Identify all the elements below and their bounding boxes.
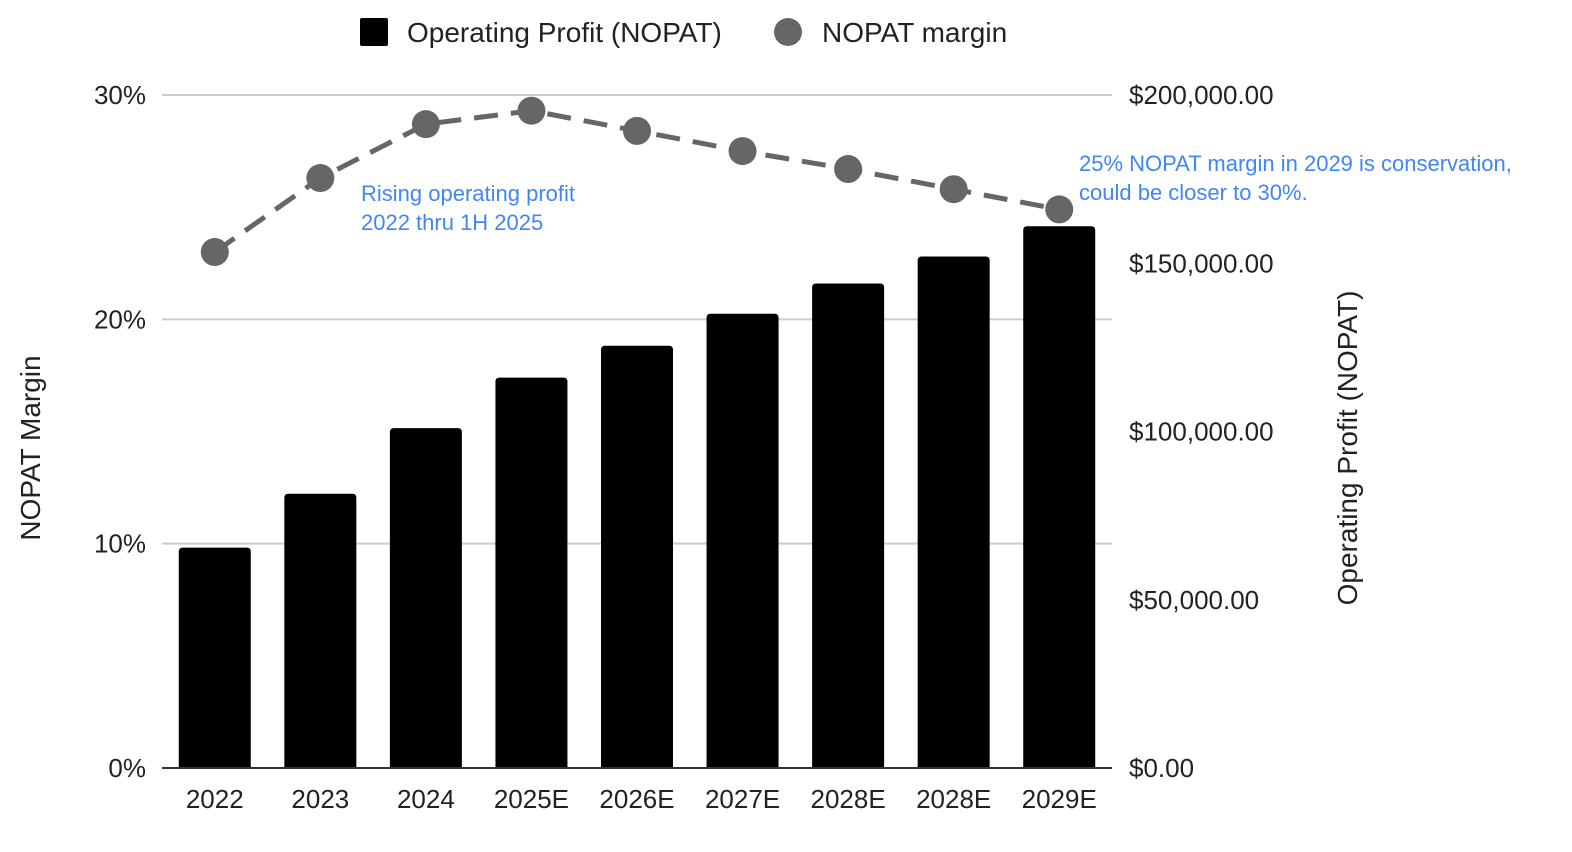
right-y-tick-labels: $0.00 $50,000.00 $100,000.00 $150,000.00 $20…	[1129, 80, 1274, 783]
right-y-tick-label: $200,000.00	[1129, 80, 1274, 110]
left-y-tick-label: 20%	[94, 304, 146, 334]
right-y-tick-label: $0.00	[1129, 753, 1194, 783]
left-y-tick-labels: 0% 10% 20% 30%	[94, 80, 146, 783]
legend: Operating Profit (NOPAT) NOPAT margin	[360, 17, 1007, 48]
legend-swatch-nopat-margin	[774, 18, 802, 46]
left-y-tick-label: 30%	[94, 80, 146, 110]
x-tick-label: 2022	[186, 784, 244, 814]
right-axis-title: Operating Profit (NOPAT)	[1332, 291, 1363, 606]
legend-label-operating-profit: Operating Profit (NOPAT)	[407, 17, 722, 48]
left-y-tick-label: 10%	[94, 529, 146, 559]
x-tick-label: 2027E	[705, 784, 780, 814]
annotation-rising-profit-line-2: 2022 thru 1H 2025	[361, 210, 543, 235]
bar-series	[178, 226, 1096, 769]
right-y-tick-label: $50,000.00	[1129, 585, 1259, 615]
bar	[389, 428, 462, 768]
x-tick-label: 2023	[291, 784, 349, 814]
margin-point	[306, 164, 335, 193]
margin-point	[200, 238, 229, 267]
bar	[706, 313, 779, 768]
annotation-2029-margin-line-1: 25% NOPAT margin in 2029 is conservation…	[1079, 151, 1512, 176]
bar	[495, 377, 568, 768]
margin-point	[834, 155, 863, 184]
annotation-rising-profit: Rising operating profit 2022 thru 1H 202…	[361, 181, 581, 235]
margin-point	[623, 116, 651, 145]
x-tick-labels: 2022 2023 2024 2025E 2026E 2027E 2028E 2028E 202…	[186, 784, 1097, 814]
bar	[178, 547, 251, 768]
margin-point	[1045, 195, 1074, 224]
left-y-tick-label: 0%	[108, 753, 146, 783]
bar	[1023, 226, 1096, 769]
margin-point	[517, 96, 546, 125]
right-y-tick-label: $150,000.00	[1129, 248, 1274, 278]
margin-points	[200, 96, 1074, 267]
x-tick-label: 2028E	[916, 784, 991, 814]
right-y-tick-label: $100,000.00	[1129, 417, 1274, 447]
legend-swatch-operating-profit	[360, 18, 388, 46]
x-tick-label: 2028E	[811, 784, 886, 814]
bar	[917, 256, 990, 768]
bar	[284, 493, 357, 768]
annotation-2029-margin: 25% NOPAT margin in 2029 is conservation…	[1079, 151, 1518, 205]
x-tick-label: 2026E	[599, 784, 674, 814]
margin-point	[728, 137, 757, 166]
annotation-2029-margin-line-2: could be closer to 30%.	[1079, 180, 1308, 205]
bar	[601, 345, 673, 768]
bar	[812, 283, 885, 768]
margin-point	[411, 110, 440, 139]
legend-label-nopat-margin: NOPAT margin	[822, 17, 1007, 48]
margin-point	[939, 175, 968, 204]
x-tick-label: 2029E	[1022, 784, 1097, 814]
x-tick-label: 2024	[397, 784, 455, 814]
left-axis-title: NOPAT Margin	[15, 355, 46, 540]
x-tick-label: 2025E	[494, 784, 569, 814]
annotation-rising-profit-line-1: Rising operating profit	[361, 181, 575, 206]
